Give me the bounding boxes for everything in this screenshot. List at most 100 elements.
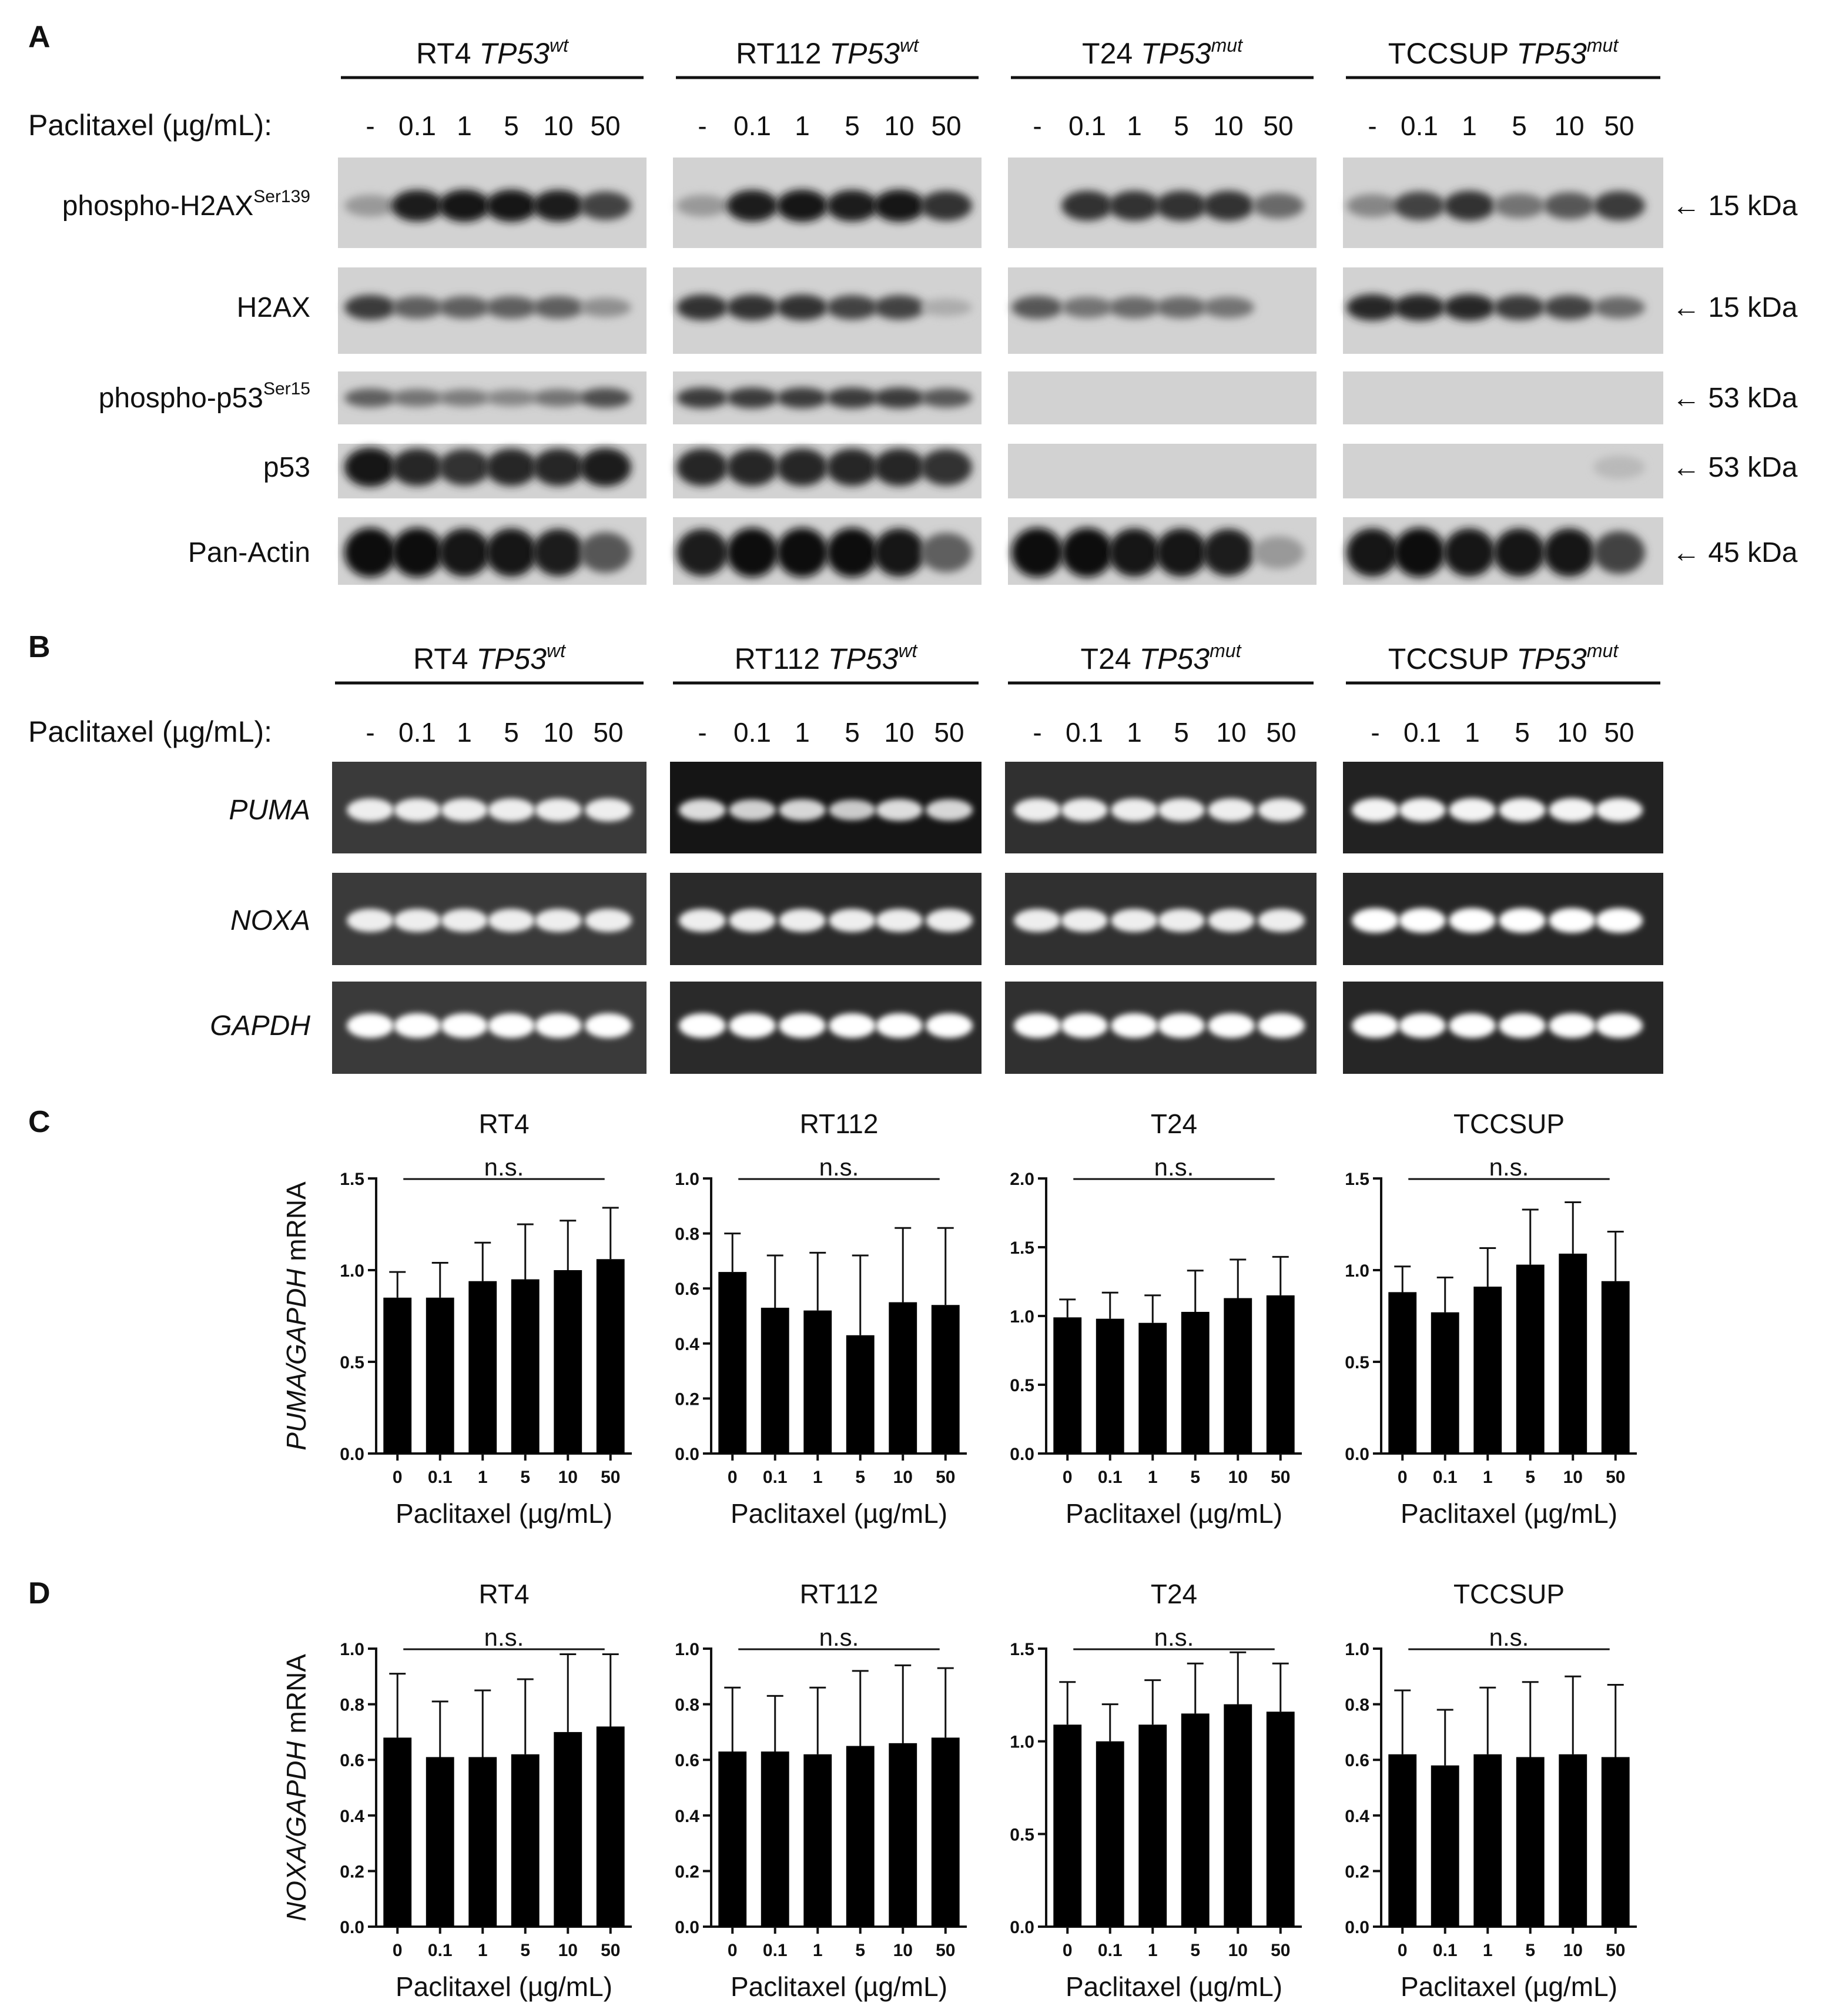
bar xyxy=(426,1757,454,1927)
x-tick-label: 1 xyxy=(813,1941,823,1960)
bar xyxy=(596,1259,625,1454)
gene-status: wt xyxy=(550,35,569,56)
cell-line-title: RT112 TP53wt xyxy=(736,35,919,70)
arrow-icon: ← xyxy=(1672,452,1700,483)
gene-status: mut xyxy=(1587,35,1619,56)
pcr-band xyxy=(1258,909,1305,932)
western-band xyxy=(532,190,584,222)
arrow-icon: ← xyxy=(1672,292,1700,323)
blot-membrane xyxy=(1008,444,1317,498)
western-band xyxy=(579,532,631,573)
bar xyxy=(803,1310,832,1454)
bar xyxy=(1431,1765,1459,1927)
western-band xyxy=(1443,294,1495,321)
bar xyxy=(1096,1318,1124,1454)
western-band xyxy=(1252,193,1304,219)
western-band xyxy=(438,296,490,319)
bar xyxy=(1181,1311,1210,1454)
western-band xyxy=(344,195,396,217)
bar-chart: TCCSUP n.s. 0.0 0.5 1.0 1.5 0 0.1 1 5 10 50 Paclitax… xyxy=(1345,1109,1637,1529)
pcr-band xyxy=(829,909,876,932)
blot-row-label: p53 xyxy=(263,452,310,483)
cell-line-name: T24 xyxy=(1082,37,1141,70)
y-tick-label: 1.0 xyxy=(675,1170,699,1189)
bar xyxy=(931,1305,960,1454)
bar-chart: T24 n.s. 0.0 0.5 1.0 1.5 0 0.1 1 5 10 50 Paclitaxel … xyxy=(1010,1579,1302,2002)
x-tick-label: 50 xyxy=(1271,1941,1290,1960)
x-tick-label: 5 xyxy=(520,1941,530,1960)
kda-label: 15 kDa xyxy=(1700,292,1798,323)
blot-row-name: phospho-H2AX xyxy=(62,190,254,222)
x-tick-label: 50 xyxy=(1271,1468,1290,1487)
western-band xyxy=(485,189,537,222)
pcr-band xyxy=(488,1013,535,1038)
molecular-weight-marker: ← 15 kDa xyxy=(1672,292,1798,323)
western-band xyxy=(920,533,972,572)
blot-row-label: Pan-Actin xyxy=(188,537,310,568)
western-band xyxy=(391,296,443,319)
y-tick-label: 0.5 xyxy=(1345,1353,1369,1372)
western-band xyxy=(726,528,778,577)
blot-row-label: phospho-H2AXSer139 xyxy=(62,187,310,222)
pcr-band xyxy=(926,909,973,932)
x-tick-label: 10 xyxy=(893,1941,913,1960)
y-tick-label: 0.0 xyxy=(1010,1918,1034,1937)
y-tick-label: 0.4 xyxy=(340,1807,364,1826)
western-band xyxy=(485,296,537,319)
pcr-band xyxy=(876,1013,923,1038)
bar xyxy=(803,1754,832,1927)
gene-status: wt xyxy=(900,35,919,56)
bar xyxy=(596,1726,625,1927)
western-band xyxy=(676,448,728,486)
concentration-label: 50 xyxy=(1604,110,1634,141)
bar-chart: TCCSUP n.s. 0.0 0.2 0.4 0.6 0.8 1.0 0 0.1 1 5 10 50 Pa… xyxy=(1345,1579,1637,2002)
concentration-label: 10 xyxy=(543,110,573,141)
western-band xyxy=(1593,531,1645,574)
panel-label-d: D xyxy=(28,1576,51,1610)
y-tick-label: 2.0 xyxy=(1010,1170,1034,1189)
concentration-label: 0.1 xyxy=(398,110,436,141)
y-tick-label: 1.5 xyxy=(340,1170,364,1189)
pcr-band xyxy=(829,799,876,821)
concentration-label: - xyxy=(698,717,706,748)
western-band xyxy=(485,528,537,577)
western-band xyxy=(726,294,778,320)
bar xyxy=(1559,1754,1587,1927)
y-tick-label: 0.8 xyxy=(675,1696,699,1715)
western-band xyxy=(1202,296,1254,319)
cell-line-title: RT4 TP53wt xyxy=(416,35,569,70)
western-band xyxy=(579,297,631,317)
y-tick-label: 0.8 xyxy=(1345,1696,1369,1715)
pcr-band xyxy=(1399,1013,1446,1038)
concentration-label: 0.1 xyxy=(398,717,436,748)
western-band xyxy=(532,389,584,407)
x-tick-label: 0 xyxy=(1063,1941,1073,1960)
bar xyxy=(511,1279,540,1454)
pcr-band xyxy=(1352,1013,1399,1038)
concentration-label: - xyxy=(366,110,374,141)
concentration-label: 0.1 xyxy=(733,110,771,141)
y-tick-label: 1.5 xyxy=(1345,1170,1369,1189)
pcr-band xyxy=(1449,1013,1496,1038)
western-band xyxy=(826,190,878,222)
x-tick-label: 0 xyxy=(1398,1941,1408,1960)
concentration-label: 5 xyxy=(845,110,860,141)
blot-row-label: phospho-p53Ser15 xyxy=(99,379,310,414)
chart-title: T24 xyxy=(1151,1109,1197,1139)
x-axis-title: Paclitaxel (µg/mL) xyxy=(1401,1498,1617,1529)
bar xyxy=(1266,1295,1295,1454)
y-tick-label: 0.5 xyxy=(340,1353,364,1372)
bar xyxy=(1181,1713,1210,1927)
pcr-band xyxy=(347,909,394,932)
western-band xyxy=(1543,192,1595,219)
concentration-label: 1 xyxy=(1462,110,1477,141)
bar xyxy=(383,1737,412,1927)
y-tick-label: 0.5 xyxy=(1010,1825,1034,1844)
pcr-band xyxy=(679,799,726,821)
x-tick-label: 5 xyxy=(1190,1941,1200,1960)
western-band xyxy=(391,389,443,407)
concentration-label: 5 xyxy=(1515,717,1530,748)
pcr-band xyxy=(535,909,582,932)
x-axis-title: Paclitaxel (µg/mL) xyxy=(1401,1971,1617,2002)
